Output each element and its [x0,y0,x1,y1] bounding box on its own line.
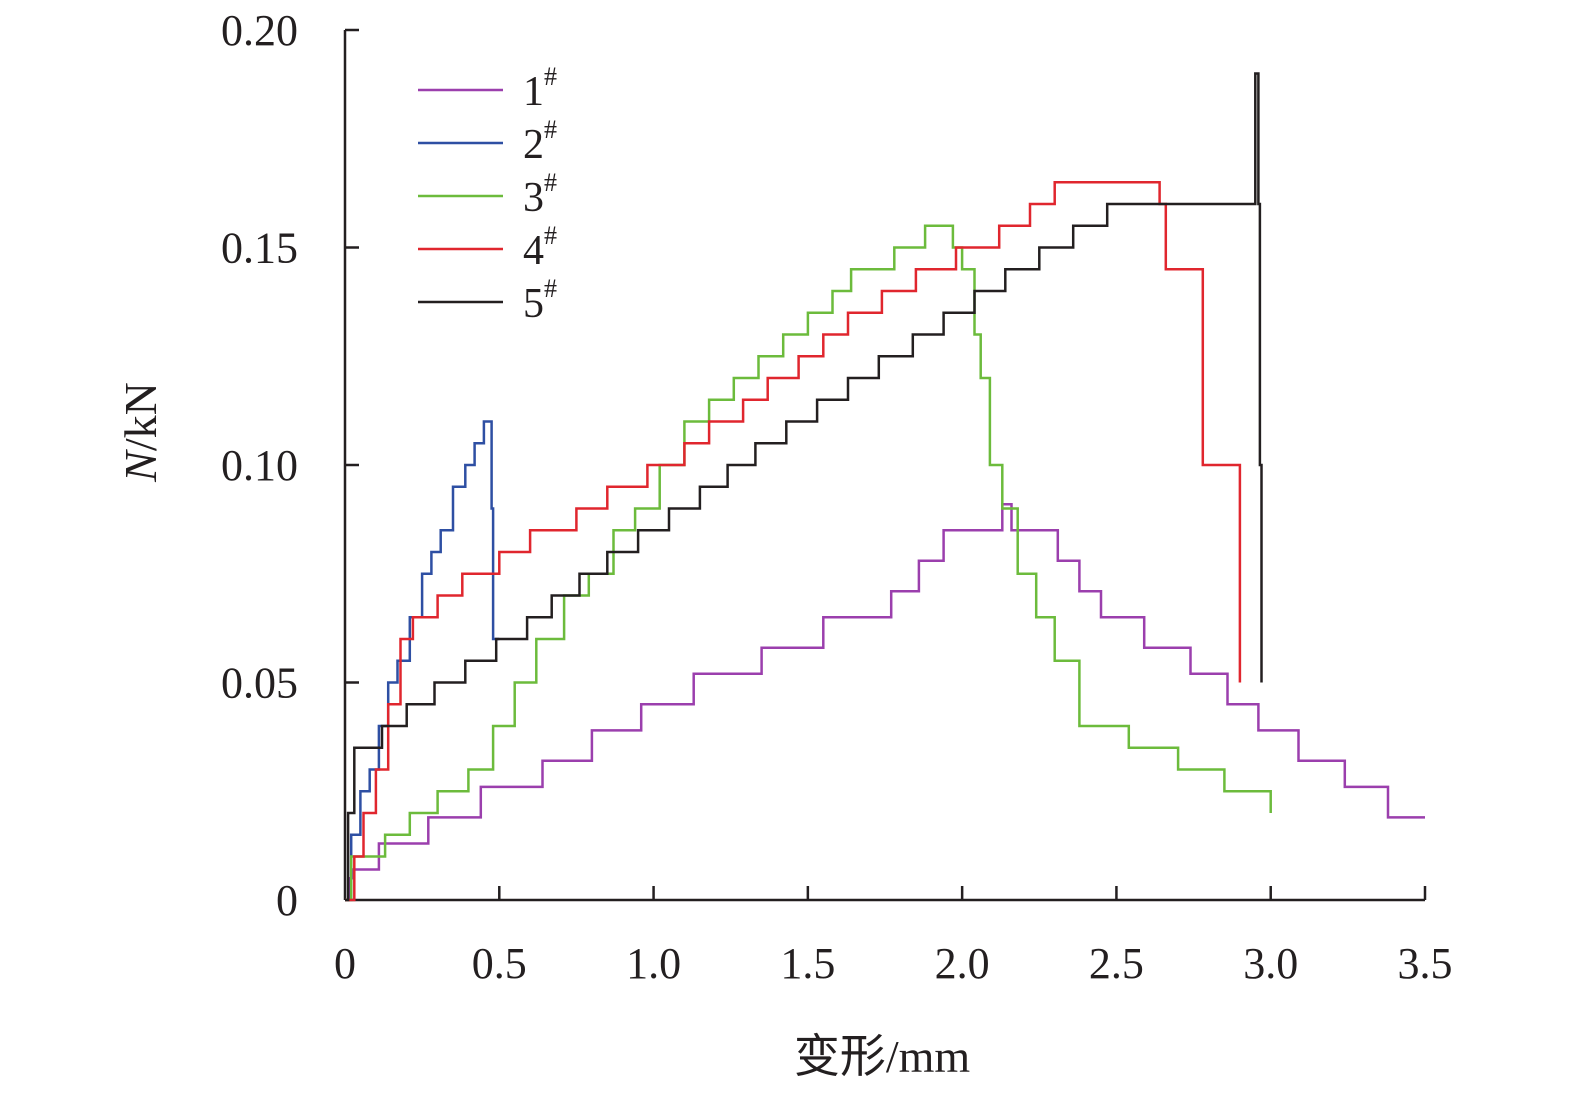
x-tick-label: 0 [334,939,356,988]
y-tick-label: 0 [276,876,298,925]
legend: 1#2#3#4#5# [418,62,557,327]
legend-label-4: 4# [523,221,557,274]
y-tick-label: 0.20 [221,6,298,55]
legend-label-1: 1# [523,62,557,115]
series-line-3 [345,224,1272,902]
x-tick-label: 0.5 [472,939,527,988]
x-tick-label: 2.0 [935,939,990,988]
axes: 0 0.5 1.0 1.5 2.0 2.5 3.0 3.5 0 0.05 0.10 0.15 0.20 [221,6,1453,988]
series-line-4 [345,181,1242,902]
x-tick-label: 2.5 [1089,939,1144,988]
y-axis-title: N/kN [115,382,166,483]
x-tick-label: 1.0 [626,939,681,988]
x-tick-label: 3.5 [1398,939,1453,988]
y-tick-label: 0.15 [221,224,298,273]
series-line-2 [345,420,500,902]
y-tick-label: 0.10 [221,441,298,490]
legend-label-5: 5# [523,274,557,327]
plot-area [345,72,1425,902]
x-axis-title: 变形/mm [794,1031,971,1082]
series-line-1 [345,502,1425,902]
legend-label-3: 3# [523,168,557,221]
y-axis-title-unit: /kN [115,382,166,451]
y-axis-title-var: N [115,449,166,483]
x-tick-label: 3.0 [1243,939,1298,988]
legend-label-2: 2# [523,115,557,168]
series-line-5 [345,72,1263,902]
x-tick-label: 1.5 [780,939,835,988]
y-tick-label: 0.05 [221,659,298,708]
